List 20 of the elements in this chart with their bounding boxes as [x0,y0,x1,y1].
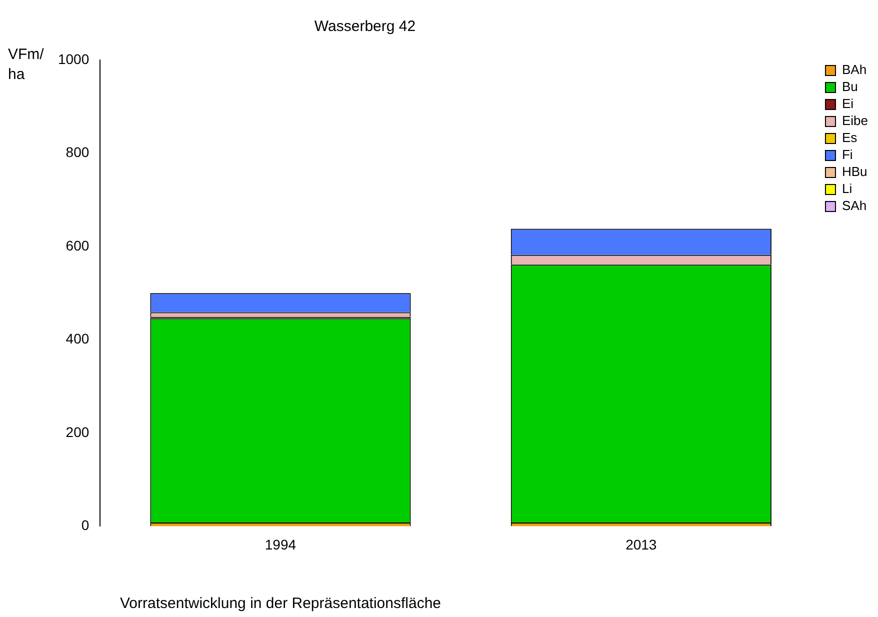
legend-label: Ei [842,96,854,112]
chart-title: Wasserberg 42 [313,18,417,35]
y-tick-label: 600 [66,237,90,254]
x-tick-label: 1994 [264,536,296,552]
y-tick-label: 0 [81,517,90,534]
legend-label: BAh [842,62,867,78]
legend-label: Fi [842,147,853,162]
y-tick-label: 200 [66,424,90,440]
y-axis-title: VFm/ha [8,45,45,86]
legend-label: Es [842,130,858,146]
legend-label: HBu [842,164,868,180]
y-tick-label: 1000 [58,50,90,67]
legend-label: Li [842,181,852,196]
legend-label: Eibe [842,113,868,128]
legend-label: Bu [842,79,858,94]
legend-label: SAh [842,198,867,214]
x-axis-title: Vorratsentwicklung in der Repräsentationsfläche [120,595,442,612]
y-tick-label: 800 [66,144,90,160]
y-tick-label: 400 [66,330,90,347]
x-tick-label: 2013 [626,536,657,552]
